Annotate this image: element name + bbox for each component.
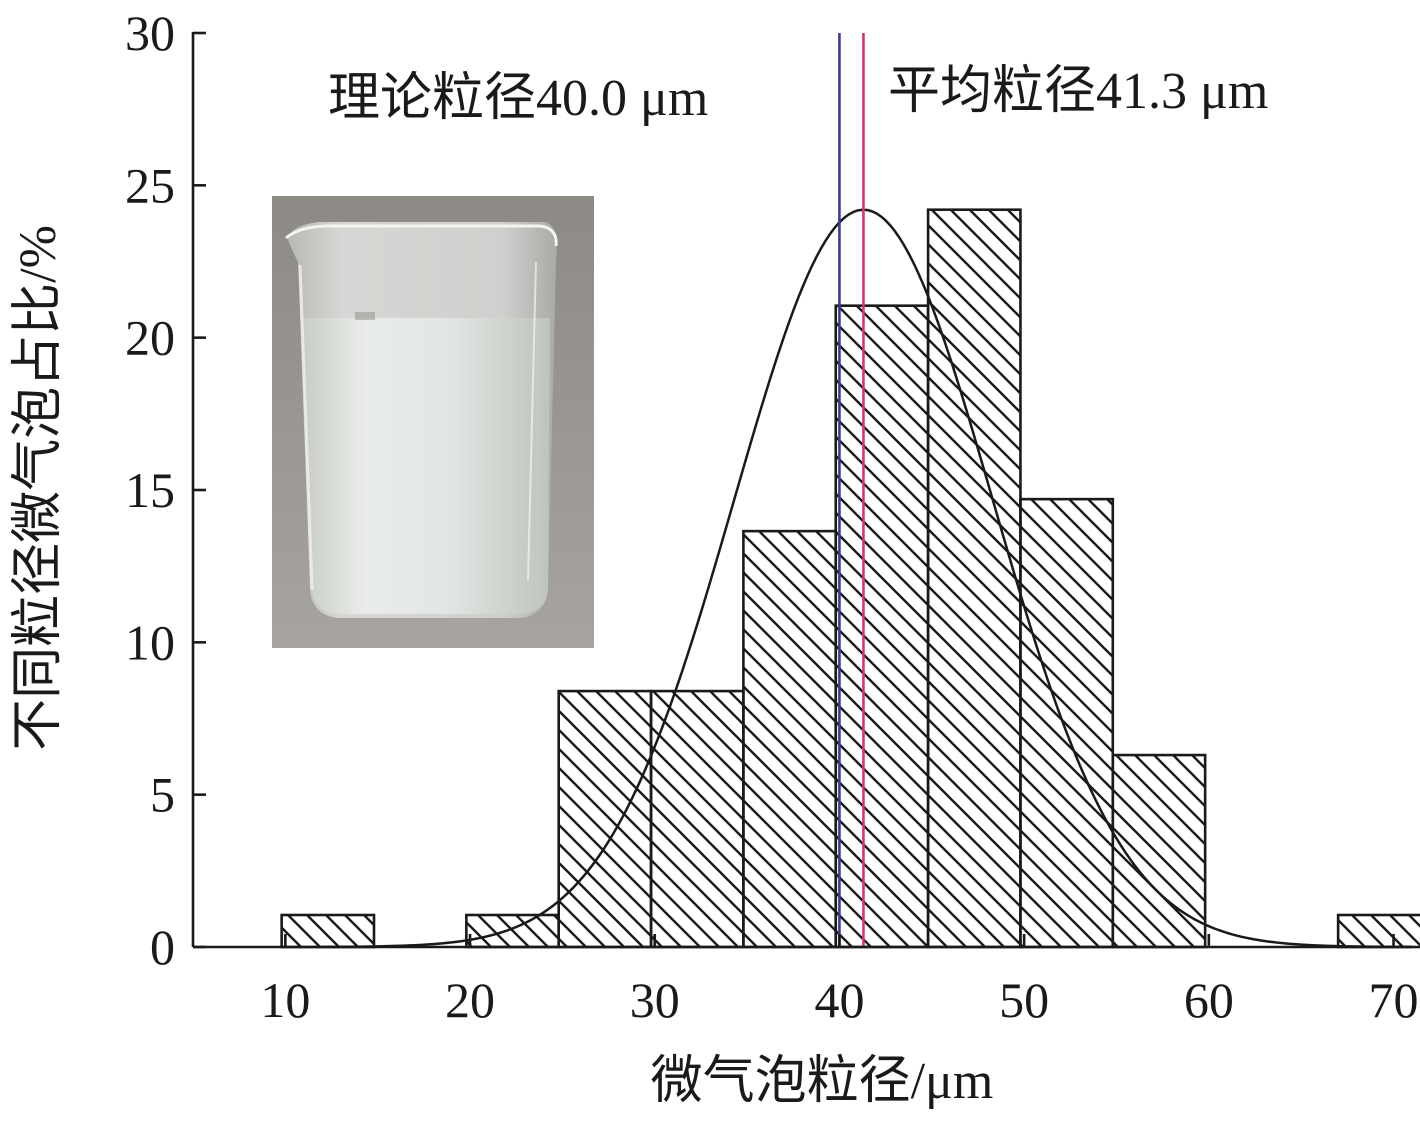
histogram-bar-6 [926,208,1022,949]
y-tick-label-10: 10 [125,614,175,670]
normal-fit-curve [322,208,1413,949]
histogram-bar-7 [1019,497,1115,949]
x-tick-label-10: 10 [260,972,310,1028]
x-tick-label-60: 60 [1184,972,1234,1028]
histogram-bar-0 [280,913,376,949]
histogram-bar-3 [649,689,745,949]
histogram-bar-5 [834,304,930,949]
x-tick-label-30: 30 [630,972,680,1028]
histogram-bars [280,208,1420,949]
x-tick-label-20: 20 [445,972,495,1028]
y-tick-label-20: 20 [125,310,175,366]
x-axis-title: 微气泡粒径/μm [651,1053,994,1110]
theoretical-diameter-label: 理论粒径40.0 μm [328,70,708,127]
x-tick-label-50: 50 [999,972,1049,1028]
y-axis-title: 不同粒径微气泡占比/% [10,225,67,751]
y-tick-label-30: 30 [125,5,175,61]
histogram-bar-1 [465,913,560,949]
mean-diameter-label: 平均粒径41.3 μm [888,63,1268,120]
y-tick-label-5: 5 [150,767,175,823]
axes: 0 5 10 15 20 25 30 10 20 30 40 50 60 70 [125,5,1419,1028]
inset-beaker-photo [272,196,594,648]
y-tick-label-0: 0 [150,919,175,975]
y-tick-label-15: 15 [125,462,175,518]
histogram-bar-4 [742,529,838,949]
reference-lines [838,33,865,947]
x-tick-label-40: 40 [814,972,864,1028]
x-tick-label-70: 70 [1369,972,1419,1028]
histogram-bar-8 [1111,753,1207,949]
histogram-bar-2 [557,689,653,949]
histogram-bar-9 [1336,913,1420,949]
y-tick-label-25: 25 [125,157,175,213]
